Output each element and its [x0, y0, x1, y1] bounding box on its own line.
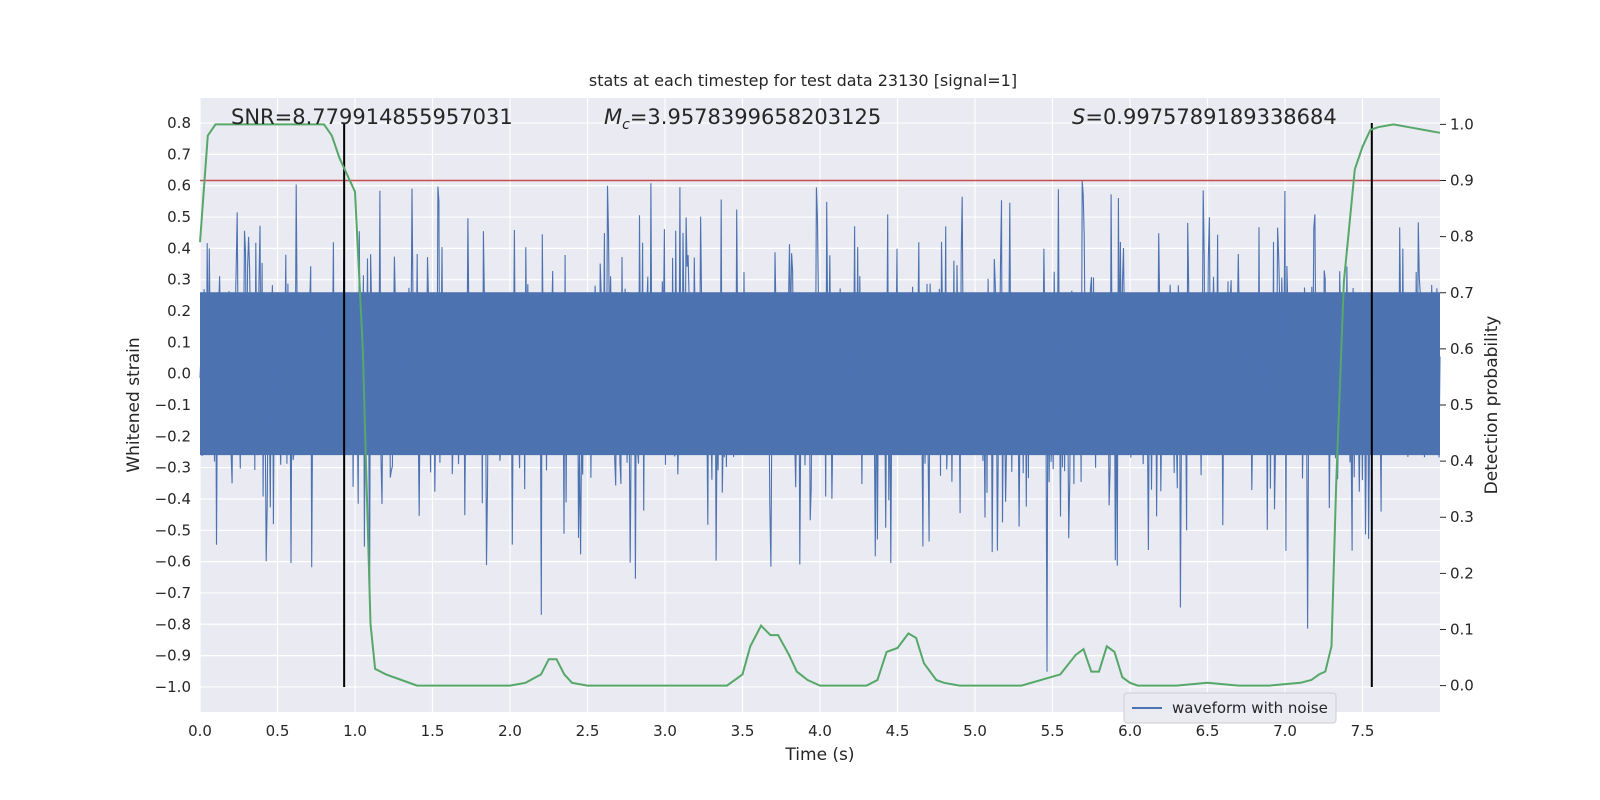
y-tick-label: −0.7	[155, 584, 191, 602]
y-tick-label: 0.8	[167, 114, 191, 132]
y-tick-label: −0.5	[155, 521, 191, 539]
score-symbol: S	[1072, 105, 1085, 129]
y2-tick-labels: 1.0 0.9 0.8 0.7 0.6 0.5 0.4 0.3 0.2 0.1 0.0	[1440, 115, 1474, 695]
y2-tick-label: 1.0	[1450, 115, 1474, 133]
y-tick-label: 0.3	[167, 271, 191, 289]
chirp-mass-annotation: Mc=3.9578399658203125	[604, 105, 881, 133]
y-tick-label: −0.9	[155, 647, 191, 665]
marker-lines	[343, 123, 1373, 687]
series-waveform-with-noise	[199, 180, 1441, 672]
legend-box	[1123, 692, 1337, 724]
y-tick-label: −0.4	[155, 490, 191, 508]
y2-tick-label: 0.0	[1450, 677, 1474, 695]
x-tick-labels: 0.0 0.5 1.0 1.5 2.0 2.5 3.0 3.5 4.0 4.5 5.0 5.5 6.0 6…	[188, 722, 1374, 740]
y2-tick-label: 0.4	[1450, 452, 1474, 470]
y2-tick-label: 0.1	[1450, 620, 1474, 638]
x-tick-label: 4.5	[886, 722, 910, 740]
x-tick-label: 7.5	[1351, 722, 1375, 740]
y2-tick-label: 0.2	[1450, 564, 1474, 582]
y-tick-label: 0.5	[167, 208, 191, 226]
y-tick-label: 0.6	[167, 177, 191, 195]
y-tick-label: −0.3	[155, 459, 191, 477]
y-tick-label: 0.2	[167, 302, 191, 320]
legend: waveform with noise	[1123, 692, 1337, 724]
y-tick-label: −0.8	[155, 615, 191, 633]
y-tick-label: −0.1	[155, 396, 191, 414]
chirp-mass-subscript: c	[622, 117, 630, 133]
y-tick-label: 0.4	[167, 239, 191, 257]
score-value: =0.9975789189338684	[1085, 105, 1336, 129]
plot-area	[199, 98, 1441, 712]
x-tick-label: 0.5	[266, 722, 290, 740]
x-tick-label: 6.0	[1118, 722, 1142, 740]
chart-title: stats at each timestep for test data 231…	[589, 71, 1017, 90]
y-tick-label: 0.1	[167, 333, 191, 351]
y2-tick-label: 0.3	[1450, 508, 1474, 526]
chirp-mass-value: =3.9578399658203125	[630, 105, 881, 129]
y2-tick-label: 0.6	[1450, 340, 1474, 358]
y-tick-label: 0.7	[167, 145, 191, 163]
y-tick-label: −1.0	[155, 678, 191, 696]
y-tick-labels: 0.8 0.7 0.6 0.5 0.4 0.3 0.2 0.1 0.0 −0.1 −0.2 −0.3 −…	[155, 114, 191, 696]
score-annotation: S=0.9975789189338684	[1072, 105, 1337, 129]
noise-trace	[199, 180, 1441, 672]
x-tick-label: 1.5	[421, 722, 445, 740]
y2-tick-label: 0.9	[1450, 172, 1474, 190]
series-detection-probability	[199, 123, 1441, 687]
y2-tick-label: 0.8	[1450, 228, 1474, 246]
y-tick-label: −0.6	[155, 553, 191, 571]
x-tick-label: 2.5	[576, 722, 600, 740]
x-tick-label: 7.0	[1273, 722, 1297, 740]
x-tick-label: 3.5	[731, 722, 755, 740]
x-tick-label: 0.0	[188, 722, 212, 740]
y2-axis-label: Detection probability	[1482, 316, 1502, 495]
y-tick-label: −0.2	[155, 427, 191, 445]
x-tick-label: 5.5	[1041, 722, 1065, 740]
x-tick-label: 4.0	[808, 722, 832, 740]
snr-annotation: SNR=8.779914855957031	[231, 105, 513, 129]
x-tick-label: 6.5	[1196, 722, 1220, 740]
x-tick-label: 1.0	[343, 722, 367, 740]
chirp-mass-symbol: M	[604, 105, 622, 129]
x-tick-label: 2.0	[498, 722, 522, 740]
y2-tick-label: 0.5	[1450, 396, 1474, 414]
y2-tick-label: 0.7	[1450, 284, 1474, 302]
x-tick-label: 5.0	[963, 722, 987, 740]
y-axis-label: Whitened strain	[124, 337, 144, 472]
x-tick-label: 3.0	[653, 722, 677, 740]
y-tick-label: 0.0	[167, 365, 191, 383]
legend-entry-label: waveform with noise	[1172, 699, 1328, 717]
x-axis-label: Time (s)	[784, 745, 854, 765]
